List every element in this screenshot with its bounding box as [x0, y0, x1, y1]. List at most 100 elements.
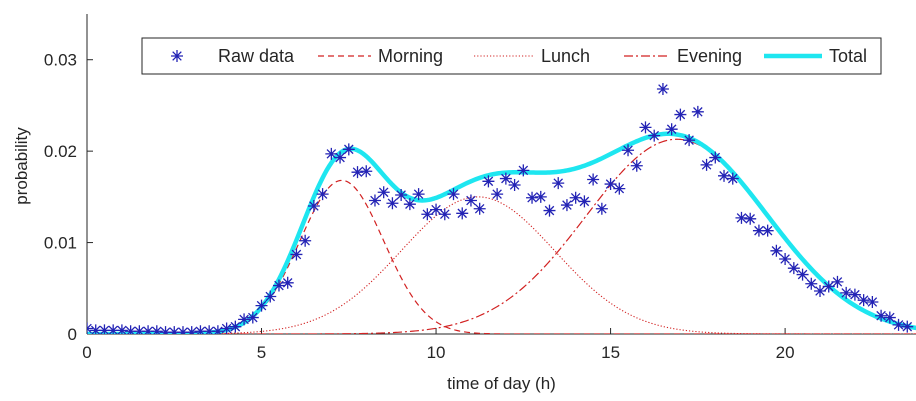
raw-data-point	[133, 325, 146, 334]
raw-data-point	[430, 203, 443, 216]
legend-evening-label: Evening	[677, 46, 742, 66]
legend-box	[141, 37, 882, 75]
raw-data-point	[403, 198, 416, 211]
legend-raw-data-marker	[171, 50, 183, 62]
raw-data-point	[211, 325, 224, 334]
raw-data-point	[395, 189, 408, 202]
raw-data-point	[674, 108, 687, 121]
y-tick-label: 0.02	[44, 142, 77, 161]
raw-data-point	[246, 311, 259, 324]
raw-data-point	[805, 277, 818, 290]
raw-data-point	[87, 322, 93, 334]
raw-data-point	[787, 262, 800, 275]
raw-data-point	[115, 324, 128, 334]
raw-data-point	[499, 172, 512, 185]
raw-data-point	[438, 208, 451, 221]
raw-data-point	[892, 318, 905, 331]
raw-data-point	[386, 197, 399, 210]
raw-data-point	[220, 322, 233, 334]
raw-data-point	[735, 211, 748, 224]
raw-data-point	[290, 248, 303, 261]
raw-data-point	[543, 204, 556, 217]
raw-data-point	[142, 325, 155, 334]
raw-data-point	[665, 123, 678, 136]
raw-data-point	[587, 173, 600, 186]
raw-data-point	[709, 151, 722, 164]
raw-data-point	[718, 169, 731, 182]
raw-data-point	[604, 178, 617, 191]
raw-data-point	[691, 105, 704, 118]
raw-data-point	[613, 182, 626, 195]
x-tick-label: 15	[601, 343, 620, 362]
raw-data-point	[683, 134, 696, 147]
raw-data-point	[552, 177, 565, 190]
raw-data-point	[334, 151, 347, 164]
raw-data-point	[360, 165, 373, 178]
x-tick-label: 0	[82, 343, 91, 362]
raw-data-point	[578, 195, 591, 208]
raw-data-point	[325, 147, 338, 160]
raw-data-point	[229, 320, 242, 333]
raw-data-point	[316, 188, 329, 201]
raw-data-point	[700, 158, 713, 171]
raw-data-point	[508, 178, 521, 191]
total-fit-line	[87, 131, 916, 334]
y-axis-label: probability	[12, 127, 31, 205]
raw-data-point	[630, 159, 643, 172]
raw-data-point	[648, 129, 661, 142]
raw-data-point	[456, 207, 469, 220]
raw-data-point	[901, 320, 914, 333]
raw-data-point	[421, 208, 434, 221]
raw-data-point	[272, 279, 285, 292]
raw-data-point	[831, 275, 844, 288]
raw-data-point	[848, 288, 861, 301]
raw-data-point	[107, 324, 120, 334]
raw-data-point	[796, 268, 809, 281]
legend-morning-label: Morning	[378, 46, 443, 66]
raw-data-point	[840, 286, 853, 299]
raw-data-point	[560, 199, 573, 212]
y-tick-label: 0.03	[44, 51, 77, 70]
raw-data-point	[622, 144, 635, 157]
raw-data-point	[264, 290, 277, 303]
raw-data-point	[447, 188, 460, 201]
raw-data-point	[656, 82, 669, 95]
plot-area	[87, 82, 916, 334]
raw-data-point	[569, 191, 582, 204]
raw-data-point	[377, 186, 390, 199]
legend-total-label: Total	[829, 46, 867, 66]
x-tick-label: 5	[257, 343, 266, 362]
raw-data-point	[176, 326, 189, 334]
y-tick-label: 0	[68, 325, 77, 344]
raw-data-point	[639, 121, 652, 134]
raw-data-point	[203, 325, 216, 334]
raw-data-point	[595, 202, 608, 215]
raw-data-point	[238, 313, 251, 326]
raw-data-point	[866, 296, 879, 308]
raw-data-point	[307, 200, 320, 212]
raw-data-point	[473, 202, 486, 215]
x-axis-label: time of day (h)	[447, 374, 556, 393]
raw-data-point	[464, 194, 477, 207]
raw-data-point	[526, 191, 539, 204]
raw-data-point	[124, 325, 137, 334]
raw-data-point	[368, 194, 381, 207]
raw-data-point	[351, 166, 364, 179]
legend-raw-label: Raw data	[218, 46, 295, 66]
raw-data-point	[883, 311, 896, 324]
raw-data-point	[761, 224, 774, 237]
legend-lunch-label: Lunch	[541, 46, 590, 66]
raw-data-point	[517, 164, 530, 177]
raw-data-point	[779, 253, 792, 266]
raw-data-point	[281, 276, 294, 289]
raw-data-point	[814, 285, 827, 298]
raw-data-point	[875, 309, 888, 322]
raw-data-point	[342, 143, 355, 156]
raw-data-point	[482, 175, 495, 188]
lunch-component-line	[87, 196, 916, 334]
raw-data-point	[534, 190, 547, 203]
raw-data-point	[299, 234, 312, 247]
raw-data-point	[744, 212, 757, 225]
